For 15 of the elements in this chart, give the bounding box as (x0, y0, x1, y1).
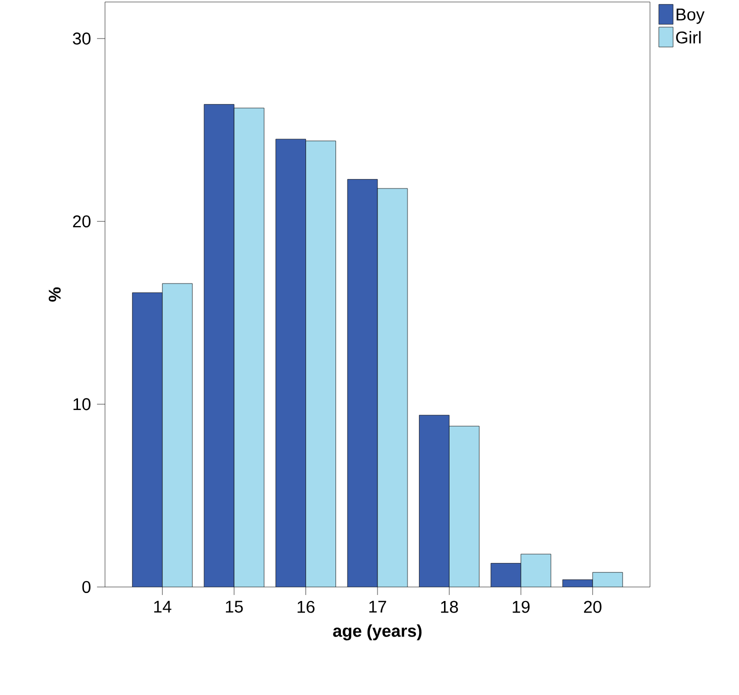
y-tick-label: 0 (82, 580, 90, 594)
x-tick-label: 18 (441, 600, 458, 613)
legend-label: Boy (676, 8, 705, 24)
y-tick-label: 30 (72, 32, 90, 45)
y-tick-label: 20 (73, 215, 90, 228)
x-tick-label: 15 (226, 600, 243, 613)
x-axis-title: age (years) (333, 624, 422, 640)
x-tick-label: 16 (298, 600, 314, 613)
x-tick-label: 17 (369, 600, 386, 613)
x-tick-label: 20 (584, 600, 602, 613)
y-tick-label: 10 (74, 398, 90, 410)
x-tick-label: 19 (512, 600, 530, 613)
legend-label: Girl (676, 31, 701, 44)
x-tick-label: 14 (154, 600, 172, 613)
y-axis-title: % (48, 287, 61, 302)
